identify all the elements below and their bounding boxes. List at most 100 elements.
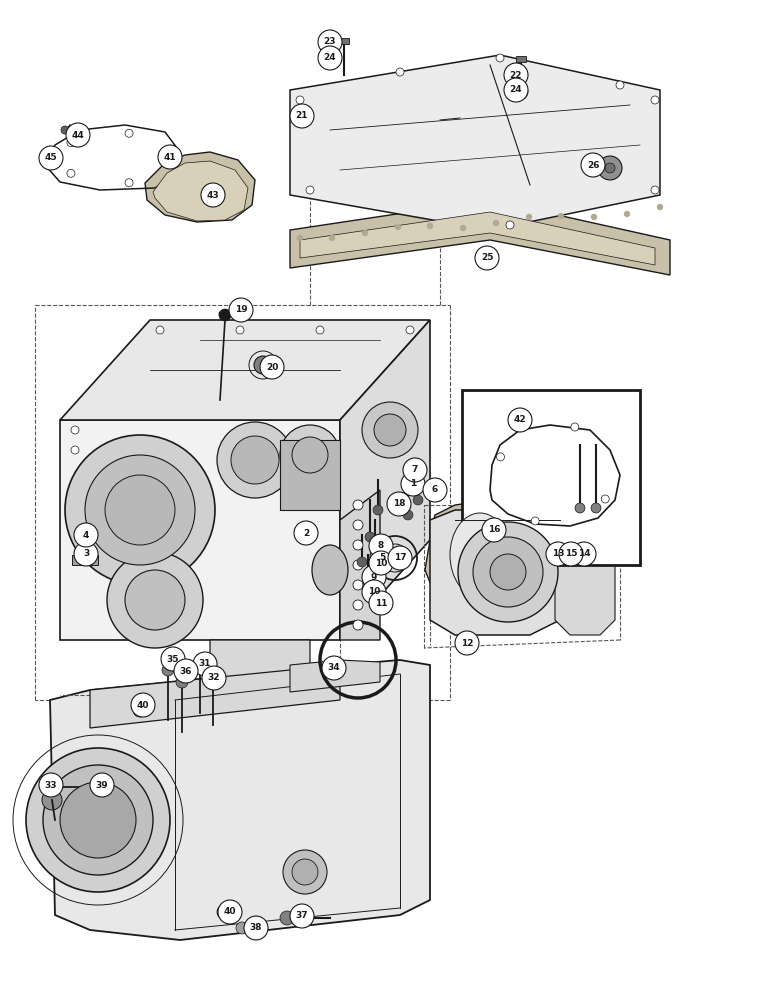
- Circle shape: [280, 911, 294, 925]
- Circle shape: [329, 235, 335, 241]
- Circle shape: [362, 230, 368, 236]
- Circle shape: [531, 517, 539, 525]
- Polygon shape: [290, 200, 670, 275]
- Text: 34: 34: [327, 664, 340, 672]
- Circle shape: [504, 63, 528, 87]
- Polygon shape: [516, 56, 526, 62]
- Circle shape: [236, 326, 244, 334]
- Circle shape: [158, 145, 182, 169]
- Text: 25: 25: [481, 253, 493, 262]
- Circle shape: [475, 246, 499, 270]
- Circle shape: [67, 139, 75, 147]
- Text: 23: 23: [323, 37, 337, 46]
- Text: 40: 40: [224, 908, 236, 916]
- Circle shape: [43, 765, 153, 875]
- Text: 37: 37: [296, 912, 308, 920]
- Circle shape: [605, 163, 615, 173]
- Circle shape: [413, 495, 423, 505]
- Polygon shape: [153, 161, 248, 221]
- Text: 6: 6: [432, 486, 438, 494]
- Circle shape: [207, 674, 219, 686]
- Circle shape: [292, 859, 318, 885]
- Circle shape: [244, 916, 268, 940]
- Circle shape: [137, 707, 143, 713]
- Circle shape: [290, 104, 314, 128]
- Circle shape: [74, 523, 98, 547]
- Text: 7: 7: [411, 466, 418, 475]
- Circle shape: [559, 542, 583, 566]
- Circle shape: [490, 554, 526, 590]
- Text: 15: 15: [565, 550, 577, 558]
- Text: 2: 2: [303, 528, 309, 538]
- Text: 16: 16: [488, 526, 500, 534]
- Circle shape: [353, 540, 363, 550]
- Circle shape: [496, 54, 504, 62]
- Circle shape: [221, 909, 227, 915]
- Circle shape: [353, 600, 363, 610]
- Ellipse shape: [312, 545, 348, 595]
- Text: 9: 9: [371, 572, 378, 582]
- Text: 21: 21: [296, 111, 308, 120]
- Circle shape: [558, 213, 564, 219]
- Circle shape: [591, 503, 601, 513]
- Circle shape: [229, 298, 253, 322]
- Text: 18: 18: [393, 499, 405, 508]
- Circle shape: [362, 565, 386, 589]
- Text: 45: 45: [45, 153, 57, 162]
- Circle shape: [353, 500, 363, 510]
- Text: 10: 10: [367, 587, 380, 596]
- Text: 20: 20: [266, 362, 278, 371]
- Circle shape: [526, 214, 532, 220]
- Circle shape: [357, 557, 367, 567]
- Text: 38: 38: [250, 924, 262, 932]
- Circle shape: [362, 402, 418, 458]
- Text: 43: 43: [207, 190, 219, 200]
- Circle shape: [176, 676, 188, 688]
- Text: 1: 1: [410, 480, 416, 488]
- Circle shape: [365, 532, 375, 542]
- Circle shape: [82, 536, 90, 544]
- Circle shape: [90, 773, 114, 797]
- Text: 26: 26: [587, 160, 599, 169]
- Circle shape: [363, 580, 373, 590]
- Text: 36: 36: [180, 666, 192, 676]
- Circle shape: [290, 904, 314, 928]
- Circle shape: [202, 666, 226, 690]
- Text: 10: 10: [375, 558, 388, 568]
- Circle shape: [294, 521, 318, 545]
- Text: 3: 3: [83, 550, 89, 558]
- Circle shape: [460, 225, 466, 231]
- Circle shape: [373, 505, 383, 515]
- Text: 42: 42: [513, 416, 527, 424]
- Text: 13: 13: [552, 550, 564, 558]
- Polygon shape: [280, 440, 340, 510]
- Circle shape: [231, 436, 279, 484]
- Circle shape: [591, 214, 597, 220]
- Circle shape: [651, 96, 659, 104]
- Circle shape: [306, 186, 314, 194]
- Circle shape: [71, 426, 79, 434]
- Circle shape: [105, 475, 175, 545]
- Polygon shape: [72, 555, 98, 565]
- Circle shape: [482, 518, 506, 542]
- Circle shape: [39, 773, 63, 797]
- Polygon shape: [300, 212, 655, 265]
- Circle shape: [403, 458, 427, 482]
- Circle shape: [369, 551, 393, 575]
- Polygon shape: [340, 320, 430, 640]
- Circle shape: [506, 221, 514, 229]
- Circle shape: [107, 552, 203, 648]
- Text: 39: 39: [96, 780, 108, 790]
- Circle shape: [61, 126, 69, 134]
- Ellipse shape: [450, 513, 510, 597]
- Circle shape: [39, 146, 63, 170]
- Polygon shape: [339, 38, 349, 44]
- Circle shape: [125, 129, 133, 137]
- Circle shape: [395, 224, 401, 230]
- Circle shape: [260, 355, 284, 379]
- Circle shape: [575, 503, 585, 513]
- Circle shape: [161, 154, 169, 162]
- Circle shape: [370, 545, 380, 555]
- Text: 40: 40: [137, 700, 149, 710]
- Polygon shape: [425, 500, 530, 610]
